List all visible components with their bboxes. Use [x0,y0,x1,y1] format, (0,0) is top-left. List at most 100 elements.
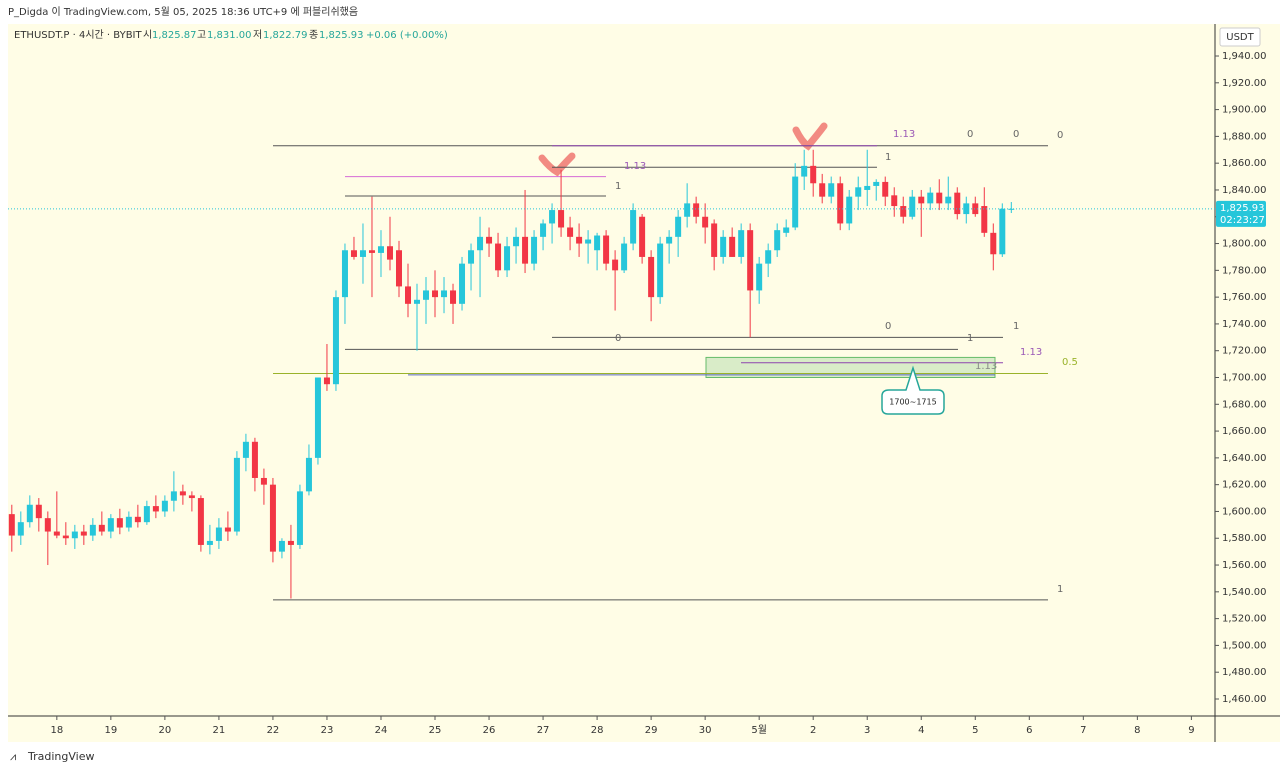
candle-body [630,210,637,244]
candle-body [314,377,321,458]
level-label: 1.13 [1020,347,1042,358]
level-label: 0 [1013,129,1019,140]
candle-body [206,540,213,545]
countdown: 02:23:27 [1220,215,1265,226]
candle-body [188,495,195,499]
candle-body [89,524,96,536]
candle-body [152,506,159,512]
candle-body [594,235,601,251]
candle-body [621,243,628,271]
candle-body [477,236,484,251]
candle-body [981,206,988,233]
currency: USDT [1226,32,1254,43]
candle-body [909,196,916,217]
callout-label: 1700~1715 [889,398,936,407]
candle-body [404,286,411,304]
marker [538,152,576,177]
candle-body [80,531,87,536]
candle-body [873,181,880,186]
candle-body [846,196,853,224]
level-label: 1 [967,333,973,344]
level-label: 0 [885,321,891,332]
candle-body [161,500,168,512]
level-label: 0 [1057,130,1063,141]
candle-body [179,491,186,496]
currency-box [1219,27,1261,47]
brand: TradingView [27,750,94,763]
candle-body [359,250,366,257]
x-tick-label: 5 [972,725,978,736]
candle-body [432,290,439,298]
candle-body [828,183,835,197]
candle-body [441,290,448,298]
candle-body [377,246,384,253]
candle-body [414,299,421,304]
candle-body [332,297,339,385]
y-tick-label: 1,700.00 [1222,373,1267,384]
y-tick-label: 1,840.00 [1222,185,1267,196]
x-tick-label: 26 [483,725,496,736]
y-tick-label: 1,720.00 [1222,346,1267,357]
candle-body [8,514,15,536]
candle-body [197,498,204,545]
candle-body [287,540,294,545]
x-tick-label: 18 [50,725,63,736]
candle-body [71,531,78,539]
candle-body [657,243,664,298]
high: 1,831.00 [207,30,252,41]
y-tick-label: 1,580.00 [1222,533,1267,544]
candle-body [233,457,240,532]
candle-body [341,250,348,298]
y-tick-label: 1,740.00 [1222,319,1267,330]
candle-body [936,192,943,204]
y-tick-label: 1,860.00 [1222,158,1267,169]
x-tick-label: 29 [645,725,658,736]
plot-area [8,24,1215,716]
candle-body [107,518,114,532]
candle-body [522,236,529,264]
candle-body [35,504,42,519]
y-tick-label: 1,880.00 [1222,131,1267,142]
x-tick-label: 23 [321,725,334,736]
candle-body [459,263,466,304]
candle-body [558,210,565,228]
candle-body [224,527,231,532]
y-tick-label: 1,500.00 [1222,640,1267,651]
level-label: 1.13 [624,161,646,172]
price-axis [1215,24,1280,716]
x-tick-label: 5월 [751,724,767,736]
candle-body [386,246,393,260]
top-bar [0,0,1280,24]
candle-body [999,208,1006,255]
candle-body [504,246,511,271]
candle-body [990,232,997,255]
candle-body [395,250,402,287]
candle-body [900,206,907,217]
x-tick-label: 2 [810,725,816,736]
candle-body [747,230,754,291]
candle-body [296,491,303,545]
y-tick-label: 1,480.00 [1222,667,1267,678]
y-tick-label: 1,460.00 [1222,694,1267,705]
level-label: 1 [885,152,891,163]
y-tick-label: 1,940.00 [1222,51,1267,62]
level-label: 1 [1057,584,1063,595]
candle-body [1008,208,1015,210]
candle-body [567,227,574,237]
candle-body [495,243,502,271]
candle-body [666,236,673,244]
candle-body [269,484,276,552]
candle-body [170,491,177,501]
y-tick-label: 1,560.00 [1222,560,1267,571]
x-tick-label: 27 [537,725,550,736]
candle-body [972,203,979,215]
x-tick-label: 22 [267,725,280,736]
candle-body [639,216,646,257]
candle-body [792,176,799,228]
level-label: 0.5 [1062,357,1078,368]
open: 1,825.87 [152,30,197,41]
candle-body [323,377,330,385]
open-label: 시 [143,29,152,41]
level-label: 0 [967,129,973,140]
